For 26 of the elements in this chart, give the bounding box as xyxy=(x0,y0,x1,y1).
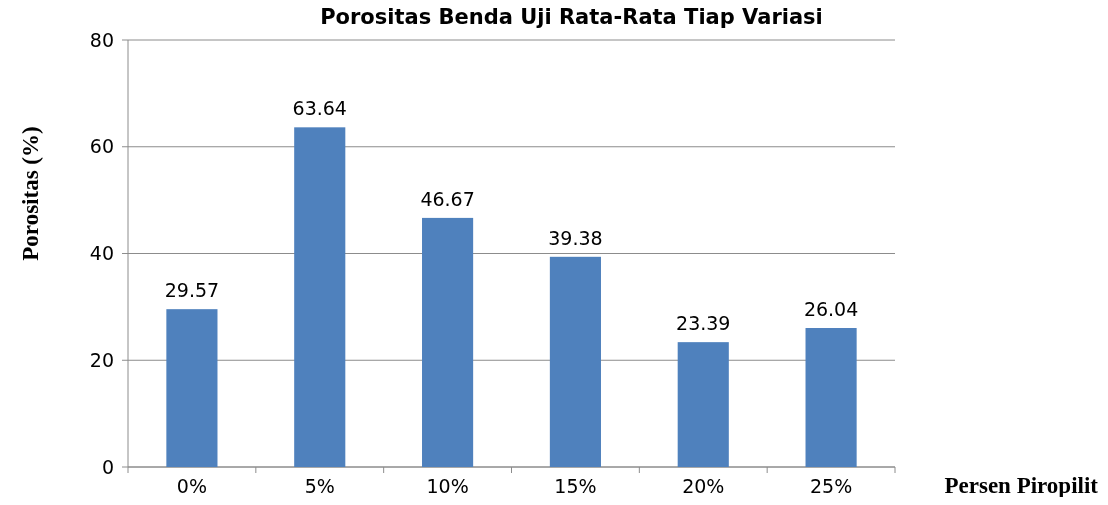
x-tick-label: 15% xyxy=(554,475,597,497)
x-tick-label: 25% xyxy=(809,475,853,497)
data-label: 39.38 xyxy=(548,226,603,249)
x-axis-title: Persen Piropilit xyxy=(944,473,1099,498)
x-tick-label: 0% xyxy=(176,475,207,497)
bar xyxy=(422,217,474,467)
x-tick-label: 5% xyxy=(304,475,335,497)
bar xyxy=(166,309,218,467)
bar xyxy=(677,342,729,467)
data-label: 23.39 xyxy=(676,312,731,335)
y-tick-label: 20 xyxy=(89,348,114,371)
chart-title: Porositas Benda Uji Rata-Rata Tiap Variasi xyxy=(320,5,823,29)
x-tick-label: 10% xyxy=(426,475,469,497)
data-label: 46.67 xyxy=(420,187,475,210)
y-tick-label: 80 xyxy=(89,28,114,51)
data-label: 29.57 xyxy=(164,279,220,302)
data-label: 63.64 xyxy=(292,97,347,120)
y-tick-label: 0 xyxy=(101,455,114,478)
bar xyxy=(805,328,857,467)
y-axis-title: Porositas (%) xyxy=(18,126,43,261)
data-label: 26.04 xyxy=(803,298,859,321)
bar xyxy=(549,256,601,467)
y-tick-label: 60 xyxy=(89,135,114,158)
y-tick-label: 40 xyxy=(89,242,114,265)
bar xyxy=(294,127,346,467)
x-tick-label: 20% xyxy=(682,475,725,497)
